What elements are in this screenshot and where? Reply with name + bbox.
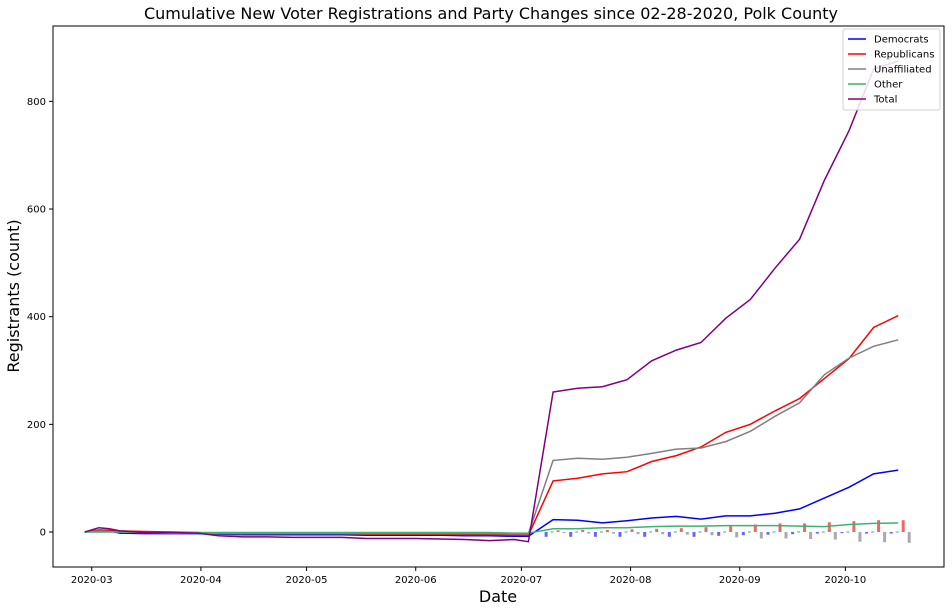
bar-dem-0 <box>544 532 548 537</box>
x-axis-label: Date <box>479 587 517 606</box>
legend: Democrats Republicans Unaffiliated Other Tot… <box>842 28 941 111</box>
bar-oth-4 <box>649 531 653 533</box>
bar-dem-10 <box>791 532 795 535</box>
y-tick-label-2: 400 <box>27 312 46 323</box>
x-tick-label-1: 2020-04 <box>180 575 222 586</box>
bar-oth-13 <box>871 531 875 533</box>
bar-rep-11 <box>827 522 831 532</box>
x-tick-label-2: 2020-05 <box>286 575 328 586</box>
bar-una-10 <box>809 532 813 539</box>
x-axis: 2020-03 2020-04 2020-05 2020-06 2020-07 2020-… <box>71 567 866 586</box>
legend-box <box>842 28 941 111</box>
bar-oth-12 <box>846 531 850 533</box>
bar-oth-2 <box>599 531 603 533</box>
bar-rep-4 <box>655 528 659 532</box>
bar-dem-9 <box>766 532 770 535</box>
bar-una-1 <box>587 532 591 534</box>
bar-rep-12 <box>852 521 856 532</box>
bar-rep-14 <box>901 520 905 532</box>
bar-dem-2 <box>593 532 597 537</box>
change-bars <box>544 520 911 543</box>
bar-oth-5 <box>673 531 677 533</box>
bar-rep-2 <box>605 529 609 533</box>
bar-dem-13 <box>865 532 869 534</box>
bar-una-5 <box>685 532 689 535</box>
bar-rep-6 <box>704 527 708 532</box>
legend-label-unaffiliated: Unaffiliated <box>874 65 932 76</box>
bar-una-2 <box>611 532 615 534</box>
bar-rep-9 <box>778 523 782 532</box>
bar-dem-7 <box>717 532 721 536</box>
bar-rep-7 <box>729 526 733 532</box>
bar-oth-11 <box>821 531 825 533</box>
bar-rep-3 <box>630 529 634 532</box>
x-tick-label-5: 2020-08 <box>610 575 652 586</box>
bar-dem-5 <box>667 532 671 537</box>
y-tick-label-3: 600 <box>27 205 46 216</box>
bar-una-3 <box>636 532 640 535</box>
bar-dem-12 <box>840 532 844 534</box>
bar-dem-8 <box>741 532 745 536</box>
legend-label-total: Total <box>873 95 897 106</box>
bar-una-12 <box>858 532 862 542</box>
bar-una-11 <box>833 532 837 540</box>
bar-oth-6 <box>698 531 702 533</box>
bar-una-9 <box>784 532 788 539</box>
bar-oth-9 <box>772 531 776 533</box>
bar-dem-4 <box>643 532 647 537</box>
bar-dem-3 <box>618 532 622 537</box>
bar-una-7 <box>735 532 739 538</box>
x-tick-label-6: 2020-09 <box>719 575 761 586</box>
bar-una-6 <box>710 532 714 536</box>
x-tick-label-3: 2020-06 <box>395 575 437 586</box>
plot-frame <box>52 25 945 568</box>
bar-una-4 <box>661 532 665 535</box>
bar-oth-8 <box>747 531 751 533</box>
x-tick-label-4: 2020-07 <box>500 575 542 586</box>
bar-rep-1 <box>581 529 585 533</box>
bar-rep-8 <box>753 524 757 532</box>
y-axis-label: Registrants (count) <box>4 219 23 372</box>
bar-oth-3 <box>624 531 628 533</box>
bar-dem-11 <box>815 532 819 534</box>
bar-rep-13 <box>877 520 881 532</box>
x-tick-label-0: 2020-03 <box>71 575 113 586</box>
bar-oth-7 <box>723 531 727 533</box>
bar-rep-5 <box>679 528 683 532</box>
legend-label-republicans: Republicans <box>874 50 934 61</box>
bar-una-0 <box>562 532 566 534</box>
bar-rep-10 <box>803 523 807 532</box>
series-line-total <box>84 60 899 543</box>
bar-dem-1 <box>569 532 573 537</box>
legend-label-democrats: Democrats <box>874 35 929 46</box>
bar-oth-10 <box>797 531 801 533</box>
bar-oth-14 <box>895 531 899 533</box>
bar-oth-0 <box>550 531 554 533</box>
legend-label-other: Other <box>874 80 903 91</box>
y-tick-label-4: 800 <box>27 97 46 108</box>
y-tick-label-1: 200 <box>27 420 46 431</box>
bar-dem-14 <box>889 532 893 534</box>
bar-dem-6 <box>692 532 696 537</box>
bar-rep-0 <box>556 530 560 532</box>
chart-title: Cumulative New Voter Registrations and P… <box>144 4 838 23</box>
bar-una-8 <box>759 532 763 539</box>
y-axis: 0 200 400 600 800 <box>27 97 53 539</box>
bar-una-14 <box>907 532 911 543</box>
bar-una-13 <box>883 532 887 543</box>
bar-oth-1 <box>575 531 579 533</box>
y-tick-label-0: 0 <box>40 528 46 539</box>
x-tick-label-7: 2020-10 <box>824 575 866 586</box>
series-lines <box>84 60 899 543</box>
